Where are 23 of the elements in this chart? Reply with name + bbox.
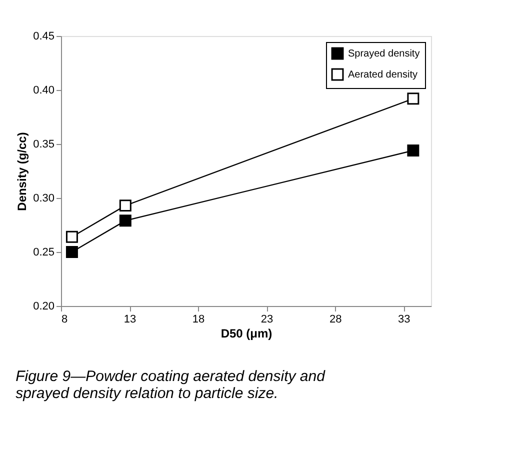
x-axis-title: D50 (μm) <box>220 326 272 340</box>
y-axis-title: Density (g/cc) <box>15 132 30 211</box>
point <box>119 214 132 227</box>
y-tick-label: 0.25 <box>33 246 54 258</box>
y-tick-label: 0.40 <box>33 84 54 96</box>
x-tick-label: 13 <box>124 314 136 326</box>
point <box>66 246 78 258</box>
x-tick-label: 33 <box>398 314 410 326</box>
x-tick-label: 8 <box>62 314 68 326</box>
point <box>407 144 420 156</box>
y-tick-label: 0.35 <box>33 138 54 150</box>
point <box>66 230 78 243</box>
y-tick-label: 0.20 <box>33 300 54 312</box>
legend-label: Sprayed density <box>348 48 420 60</box>
point <box>407 92 420 105</box>
y-tick-label: 0.45 <box>33 30 54 42</box>
point <box>119 200 132 212</box>
legend-label: Aerated density <box>348 70 418 80</box>
x-tick-label: 23 <box>260 314 274 326</box>
x-tick-label: 18 <box>192 314 205 326</box>
x-tick-label: 28 <box>329 314 342 326</box>
caption: Figure 9—Powder coating aerated density and sprayed density relation to particle size. <box>16 368 326 402</box>
y-tick-label: 0.30 <box>33 192 54 204</box>
